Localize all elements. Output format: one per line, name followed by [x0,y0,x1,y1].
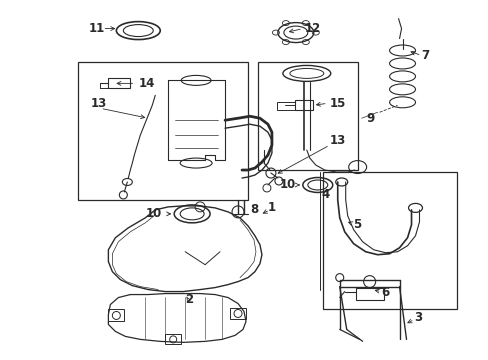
Text: 11: 11 [88,22,104,35]
Text: 9: 9 [366,112,374,125]
Text: 15: 15 [329,97,346,110]
Bar [165,334,181,345]
Text: 5: 5 [352,218,360,231]
Bar [108,78,130,88]
Text: 1: 1 [267,201,276,215]
Text: 6: 6 [381,286,389,299]
Text: 2: 2 [185,293,193,306]
Text: 10: 10 [279,179,296,192]
Bar [258,62,357,170]
Text: 10: 10 [145,207,161,220]
Bar [108,310,124,321]
Text: 8: 8 [249,203,258,216]
Bar [78,62,247,200]
Text: 14: 14 [138,77,154,90]
Text: 4: 4 [321,188,329,202]
Text: 7: 7 [421,49,429,62]
Text: 13: 13 [329,134,346,147]
Text: 12: 12 [304,22,321,35]
Text: 13: 13 [90,97,106,110]
Bar [355,288,383,300]
Bar [229,307,245,319]
Bar [322,172,456,310]
Text: 3: 3 [414,311,422,324]
Bar [294,100,312,110]
Bar [276,102,294,110]
